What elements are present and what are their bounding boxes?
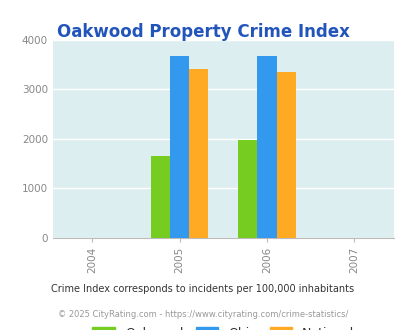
Bar — [170, 56, 189, 238]
Bar — [238, 140, 257, 238]
Text: Oakwood Property Crime Index: Oakwood Property Crime Index — [56, 23, 349, 41]
Text: © 2025 CityRating.com - https://www.cityrating.com/crime-statistics/: © 2025 CityRating.com - https://www.city… — [58, 310, 347, 319]
Bar — [150, 156, 170, 238]
Bar — [276, 72, 295, 238]
Text: Crime Index corresponds to incidents per 100,000 inhabitants: Crime Index corresponds to incidents per… — [51, 284, 354, 294]
Bar — [189, 69, 208, 238]
Legend: Oakwood, Ohio, National: Oakwood, Ohio, National — [92, 327, 354, 330]
Bar — [257, 56, 276, 238]
